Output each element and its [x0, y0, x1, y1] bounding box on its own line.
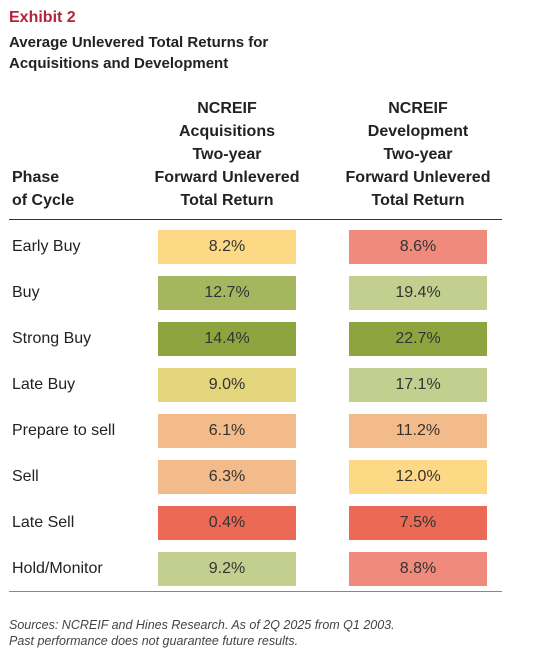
column-header-acquisitions: NCREIF Acquisitions Two-year Forward Unl…: [137, 97, 317, 212]
column-header-acquisitions-line: Acquisitions: [178, 123, 275, 140]
acquisitions-return-cell: 9.0%: [158, 368, 296, 402]
column-header-phase-line: Phase: [12, 169, 60, 186]
table-row: Early Buy 8.2% 8.6%: [0, 230, 534, 276]
footer-divider: [9, 591, 502, 592]
table-row: Hold/Monitor 9.2% 8.8%: [0, 552, 534, 598]
table-row: Late Buy 9.0% 17.1%: [0, 368, 534, 414]
exhibit-label: Exhibit 2: [9, 9, 76, 26]
table-row: Strong Buy 14.4% 22.7%: [0, 322, 534, 368]
table-row: Prepare to sell 6.1% 11.2%: [0, 414, 534, 460]
phase-label: Early Buy: [12, 238, 81, 255]
source-note-line: Past performance does not guarantee futu…: [9, 634, 299, 648]
column-header-development-line: Development: [367, 123, 469, 140]
acquisitions-return-cell: 14.4%: [158, 322, 296, 356]
development-return-cell: 19.4%: [349, 276, 487, 310]
column-header-acquisitions-line: Two-year: [192, 146, 262, 163]
development-return-cell: 12.0%: [349, 460, 487, 494]
phase-label: Sell: [12, 468, 39, 485]
column-header-development-line: Two-year: [383, 146, 453, 163]
phase-label: Late Buy: [12, 376, 76, 393]
acquisitions-return-cell: 0.4%: [158, 506, 296, 540]
column-header-acquisitions-line: Total Return: [180, 192, 274, 209]
column-header-development-line: Forward Unlevered: [345, 169, 491, 186]
acquisitions-return-cell: 6.1%: [158, 414, 296, 448]
table-row: Late Sell 0.4% 7.5%: [0, 506, 534, 552]
column-header-phase: Phase of Cycle: [12, 166, 132, 212]
chart-title: Average Unlevered Total Returns for Acqu…: [9, 34, 269, 72]
source-note-line: Sources: NCREIF and Hines Research. As o…: [9, 618, 395, 632]
acquisitions-return-cell: 12.7%: [158, 276, 296, 310]
development-return-cell: 11.2%: [349, 414, 487, 448]
column-header-development-line: Total Return: [371, 192, 465, 209]
phase-label: Strong Buy: [12, 330, 92, 347]
table-row: Sell 6.3% 12.0%: [0, 460, 534, 506]
development-return-cell: 22.7%: [349, 322, 487, 356]
phase-label: Prepare to sell: [12, 422, 116, 439]
column-header-acquisitions-line: Forward Unlevered: [154, 169, 300, 186]
source-note: Sources: NCREIF and Hines Research. As o…: [9, 617, 519, 649]
development-return-cell: 17.1%: [349, 368, 487, 402]
development-return-cell: 8.6%: [349, 230, 487, 264]
column-header-phase-line: of Cycle: [12, 192, 75, 209]
phase-label: Hold/Monitor: [12, 560, 103, 577]
column-header-development: NCREIF Development Two-year Forward Unle…: [328, 97, 508, 212]
column-header-development-line: NCREIF: [388, 100, 448, 117]
acquisitions-return-cell: 9.2%: [158, 552, 296, 586]
acquisitions-return-cell: 8.2%: [158, 230, 296, 264]
development-return-cell: 7.5%: [349, 506, 487, 540]
header-divider: [9, 219, 502, 220]
table-row: Buy 12.7% 19.4%: [0, 276, 534, 322]
acquisitions-return-cell: 6.3%: [158, 460, 296, 494]
phase-label: Late Sell: [12, 514, 75, 531]
development-return-cell: 8.8%: [349, 552, 487, 586]
column-header-acquisitions-line: NCREIF: [197, 100, 257, 117]
phase-label: Buy: [12, 284, 40, 301]
table-body: Early Buy 8.2% 8.6% Buy 12.7% 19.4% Strong Buy…: [0, 230, 534, 598]
